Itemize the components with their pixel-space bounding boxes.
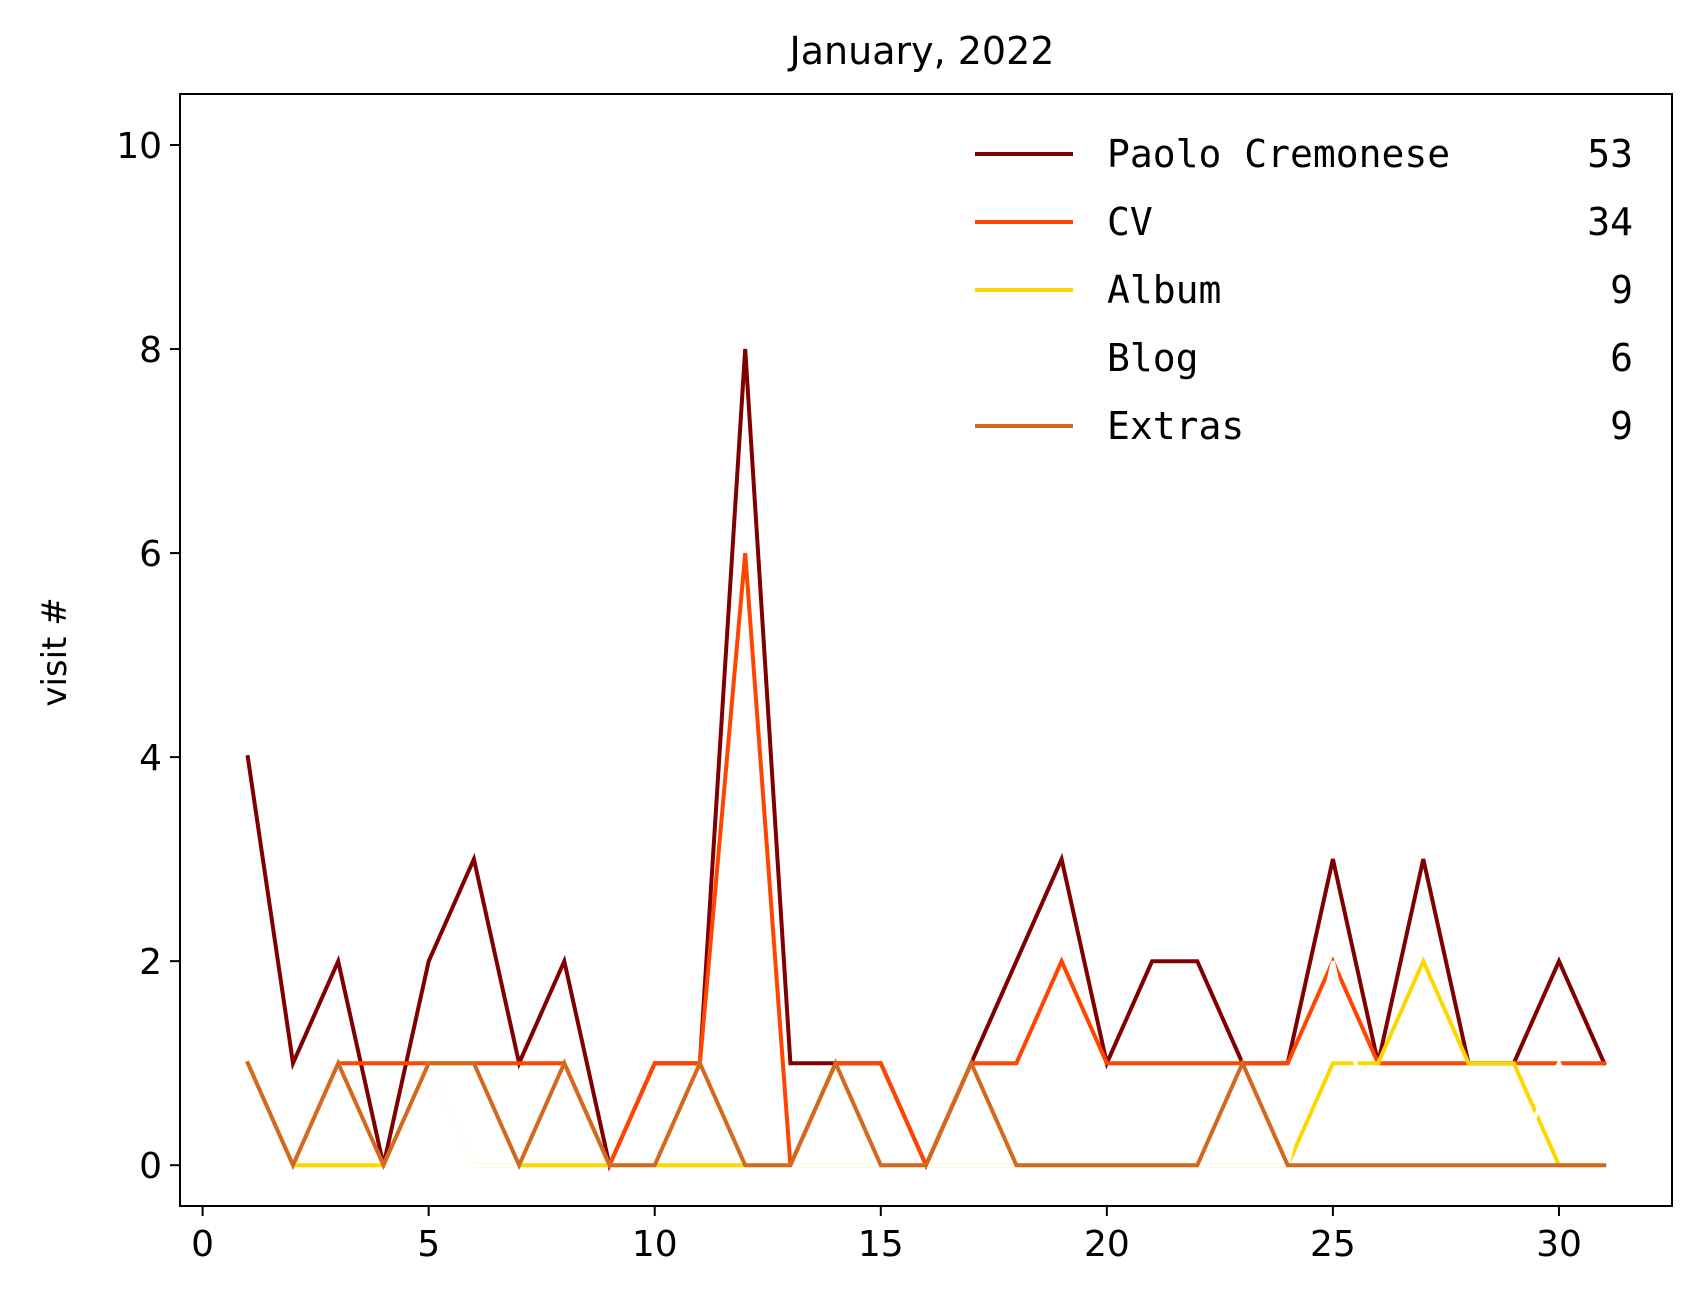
series-layer: [245, 348, 1607, 1172]
y-tick-label: 10: [116, 126, 162, 167]
legend-total: 53: [1587, 132, 1633, 176]
y-tick-label: 6: [139, 534, 162, 575]
legend-total: 9: [1610, 404, 1633, 448]
series-line-extras: [245, 1058, 1607, 1171]
legend-label: CV: [1107, 200, 1153, 244]
y-tick-label: 2: [139, 942, 162, 983]
x-tick-label: 15: [858, 1224, 904, 1265]
legend-total: 9: [1610, 268, 1633, 312]
y-tick-label: 8: [139, 330, 162, 371]
x-tick-label: 20: [1084, 1224, 1130, 1265]
plot-frame: [179, 93, 1673, 1207]
legend-label: Blog: [1107, 336, 1199, 380]
series-line-cv: [245, 552, 1607, 1171]
y-axis-label: visit #: [35, 597, 75, 706]
legend-label: Paolo Cremonese: [1107, 132, 1450, 176]
y-tick-label: 0: [139, 1146, 162, 1187]
legend-label: Extras: [1107, 404, 1244, 448]
legend-total: 6: [1610, 336, 1633, 380]
legend-label: Album: [1107, 268, 1221, 312]
chart-title: January, 2022: [788, 29, 1055, 73]
axes-layer: 0 5 10 15 20 25 30 0 2 4 6 8 10: [116, 93, 1673, 1265]
x-tick-label: 10: [632, 1224, 678, 1265]
y-tick-label: 4: [139, 738, 162, 779]
x-tick-label: 0: [191, 1224, 214, 1265]
legend-total: 34: [1587, 200, 1633, 244]
x-tick-label: 25: [1310, 1224, 1356, 1265]
x-tick-label: 30: [1536, 1224, 1582, 1265]
x-tick-label: 5: [417, 1224, 440, 1265]
legend: Paolo Cremonese 53 CV 34 Album 9 Blog 6 Extras 9: [975, 132, 1633, 448]
series-line-paolo-cremonese: [245, 348, 1607, 1172]
